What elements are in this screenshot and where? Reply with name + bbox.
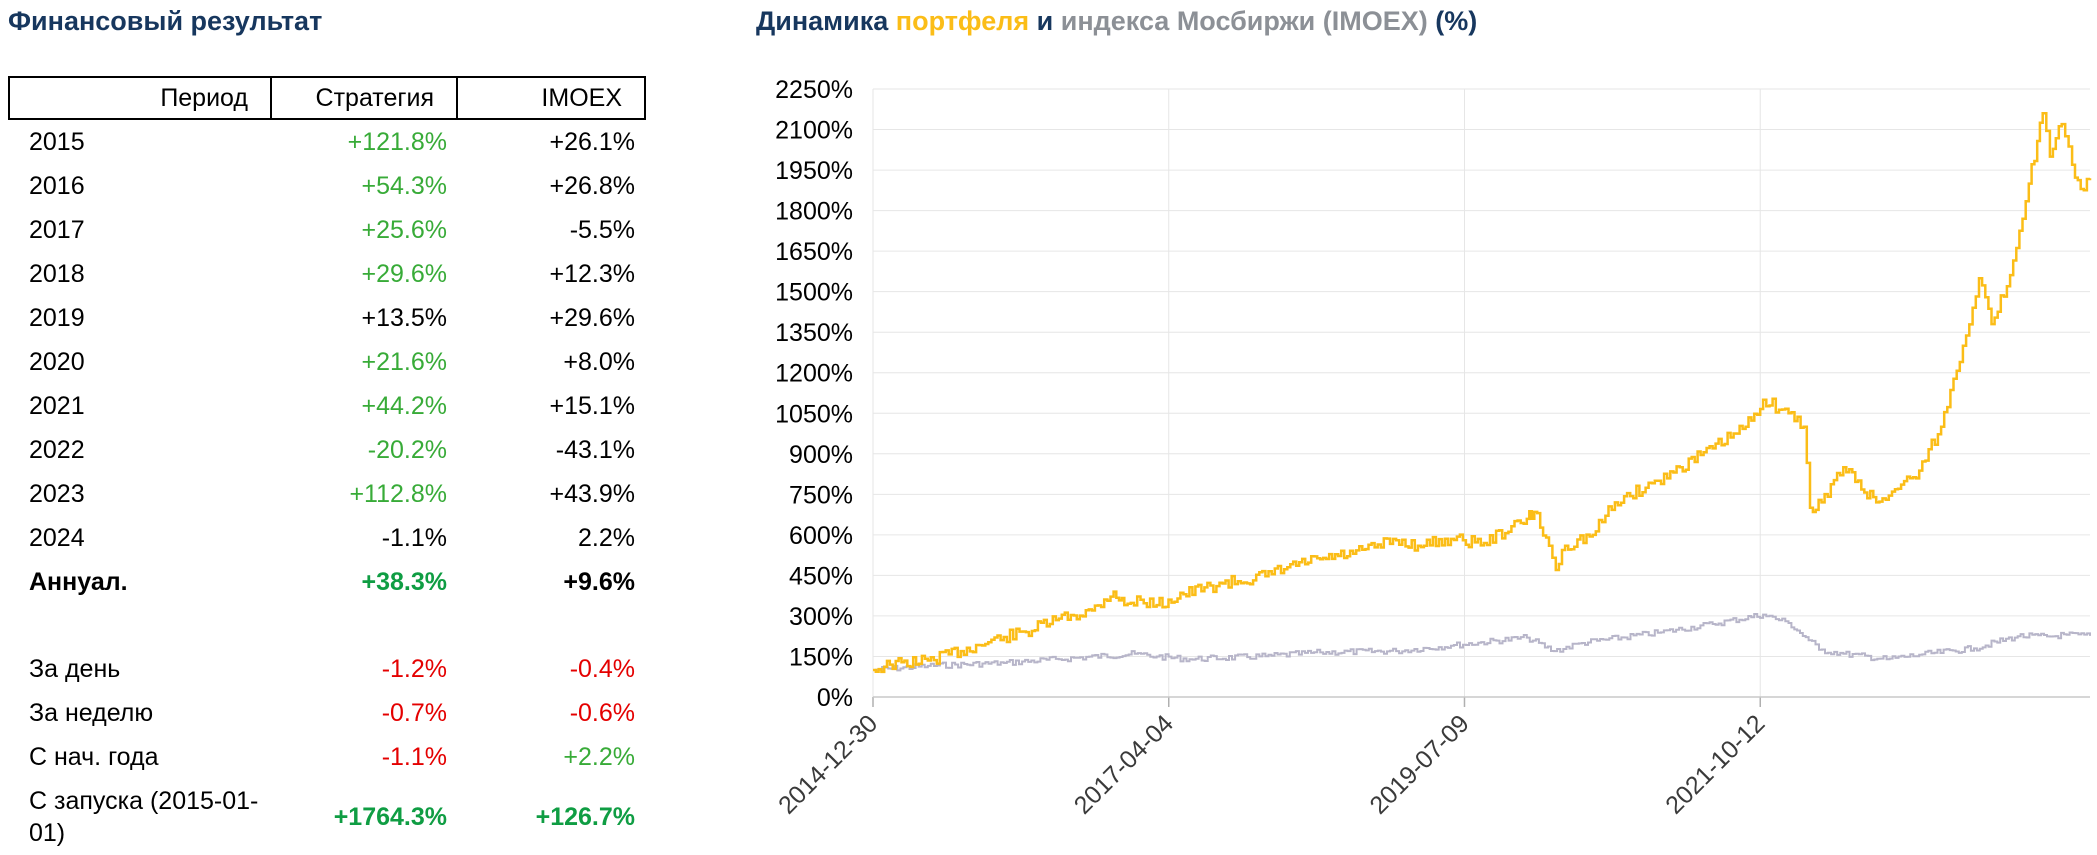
row-period: 2017 [29, 215, 85, 244]
recent-imoex: -0.4% [569, 654, 635, 683]
annual-period: Аннуал. [29, 567, 128, 596]
row-imoex: -5.5% [569, 215, 635, 244]
chart-title-index: индекса Мосбиржи (IMOEX) [1060, 6, 1428, 36]
since-launch-strategy: +1764.3% [333, 803, 447, 831]
table-row: 2020 +21.6% +8.0% [9, 340, 645, 384]
annual-strategy: +38.3% [361, 567, 448, 596]
table-row: 2019 +13.5% +29.6% [9, 296, 645, 340]
since-launch-imoex: +126.7% [535, 803, 635, 831]
x-tick-label: 2014-12-30 [773, 709, 883, 819]
y-tick-label: 0% [817, 684, 853, 712]
row-imoex: +26.8% [549, 171, 636, 200]
recent-row-week: За неделю -0.7% -0.6% [9, 691, 645, 735]
chart-title-portfolio: портфеля [895, 6, 1030, 36]
table-row: 2023 +112.8% +43.9% [9, 472, 645, 516]
row-imoex: +43.9% [549, 479, 636, 508]
y-tick-label: 2250% [775, 76, 853, 104]
y-tick-label: 450% [789, 562, 853, 590]
table-row: 2016 +54.3% +26.8% [9, 164, 645, 208]
results-header-row: Период Стратегия IMOEX [8, 76, 646, 120]
table-row: 2015 +121.8% +26.1% [9, 119, 645, 164]
series-line-portfolio [873, 112, 2092, 674]
row-period: 2015 [29, 127, 85, 156]
row-period: 2021 [29, 391, 85, 420]
header-period: Период [8, 76, 272, 120]
y-tick-label: 1650% [775, 238, 853, 266]
results-table: Период Стратегия IMOEX 2015 +121.8% +26.… [8, 76, 646, 855]
annual-row: Аннуал. +38.3% +9.6% [9, 560, 645, 604]
row-imoex: 2.2% [578, 523, 635, 552]
table-row: 2018 +29.6% +12.3% [9, 252, 645, 296]
recent-strategy: -1.2% [381, 654, 447, 683]
chart-title-middle: и [1029, 6, 1061, 36]
y-tick-label: 1950% [775, 157, 853, 185]
chart-title-suffix: (%) [1427, 6, 1478, 36]
x-tick-label: 2021-10-12 [1660, 709, 1770, 819]
row-strategy: +112.8% [349, 479, 447, 508]
y-tick-label: 1350% [775, 319, 853, 347]
y-tick-label: 1500% [775, 279, 853, 307]
header-strategy: Стратегия [270, 76, 458, 120]
since-launch-period: С запуска (2015-01-01) [29, 787, 259, 847]
recent-period: С нач. года [29, 742, 159, 771]
row-strategy: +13.5% [361, 303, 448, 332]
since-launch-row: С запуска (2015-01-01) +1764.3% +126.7% [9, 779, 645, 855]
annual-imoex: +9.6% [563, 567, 635, 596]
row-period: 2023 [29, 479, 85, 508]
y-tick-label: 150% [789, 643, 853, 671]
row-strategy: +54.3% [361, 171, 448, 200]
row-imoex: +15.1% [549, 391, 636, 420]
row-imoex: +8.0% [563, 347, 635, 376]
y-tick-label: 1050% [775, 400, 853, 428]
row-period: 2019 [29, 303, 85, 332]
recent-row-day: За день -1.2% -0.4% [9, 647, 645, 691]
row-period: 2016 [29, 171, 85, 200]
row-imoex: -43.1% [555, 435, 635, 464]
y-tick-label: 1800% [775, 198, 853, 226]
y-tick-label: 1200% [775, 360, 853, 388]
y-tick-label: 750% [789, 481, 853, 509]
table-row: 2022 -20.2% -43.1% [9, 428, 645, 472]
row-imoex: +29.6% [549, 303, 636, 332]
row-imoex: +26.1% [549, 127, 636, 156]
y-tick-label: 300% [789, 603, 853, 631]
chart-title-prefix: Динамика [756, 6, 896, 36]
results-title: Финансовый результат [8, 6, 323, 36]
row-strategy: +25.6% [361, 215, 448, 244]
row-strategy: +29.6% [361, 259, 448, 288]
row-strategy: -1.1% [381, 523, 447, 552]
recent-period: За день [29, 654, 121, 683]
table-row: 2021 +44.2% +15.1% [9, 384, 645, 428]
recent-imoex: -0.6% [569, 698, 635, 727]
row-imoex: +12.3% [549, 259, 636, 288]
row-strategy: +121.8% [347, 127, 447, 156]
recent-imoex: +2.2% [563, 742, 635, 771]
series-line-imoex [873, 613, 2091, 672]
recent-strategy: -1.1% [381, 742, 447, 771]
table-row: 2024 -1.1% 2.2% [9, 516, 645, 560]
row-strategy: -20.2% [367, 435, 447, 464]
y-axis-labels: 0% 150% 300% 450% 600% 750% 900% 1050% 1200% 1350… [775, 76, 853, 712]
chart-title: Динамика портфеля и индекса Мосбиржи (IM… [756, 6, 1477, 37]
recent-period: За неделю [29, 698, 154, 727]
y-tick-label: 900% [789, 441, 853, 469]
x-tick-label: 2019-07-09 [1365, 709, 1475, 819]
row-strategy: +21.6% [361, 347, 448, 376]
row-period: 2024 [29, 523, 85, 552]
x-axis-labels: 2014-12-30 2017-04-04 2019-07-09 2021-10-12 [773, 709, 1770, 819]
header-imoex: IMOEX [456, 76, 646, 120]
recent-strategy: -0.7% [381, 698, 447, 727]
y-tick-label: 600% [789, 522, 853, 550]
recent-row-ytd: С нач. года -1.1% +2.2% [9, 735, 645, 779]
row-strategy: +44.2% [361, 391, 448, 420]
row-period: 2018 [29, 259, 85, 288]
table-row: 2017 +25.6% -5.5% [9, 208, 645, 252]
row-period: 2020 [29, 347, 85, 376]
x-tick-label: 2017-04-04 [1069, 709, 1179, 819]
row-period: 2022 [29, 435, 85, 464]
y-tick-label: 2100% [775, 117, 853, 145]
chart-grid [872, 88, 2090, 707]
